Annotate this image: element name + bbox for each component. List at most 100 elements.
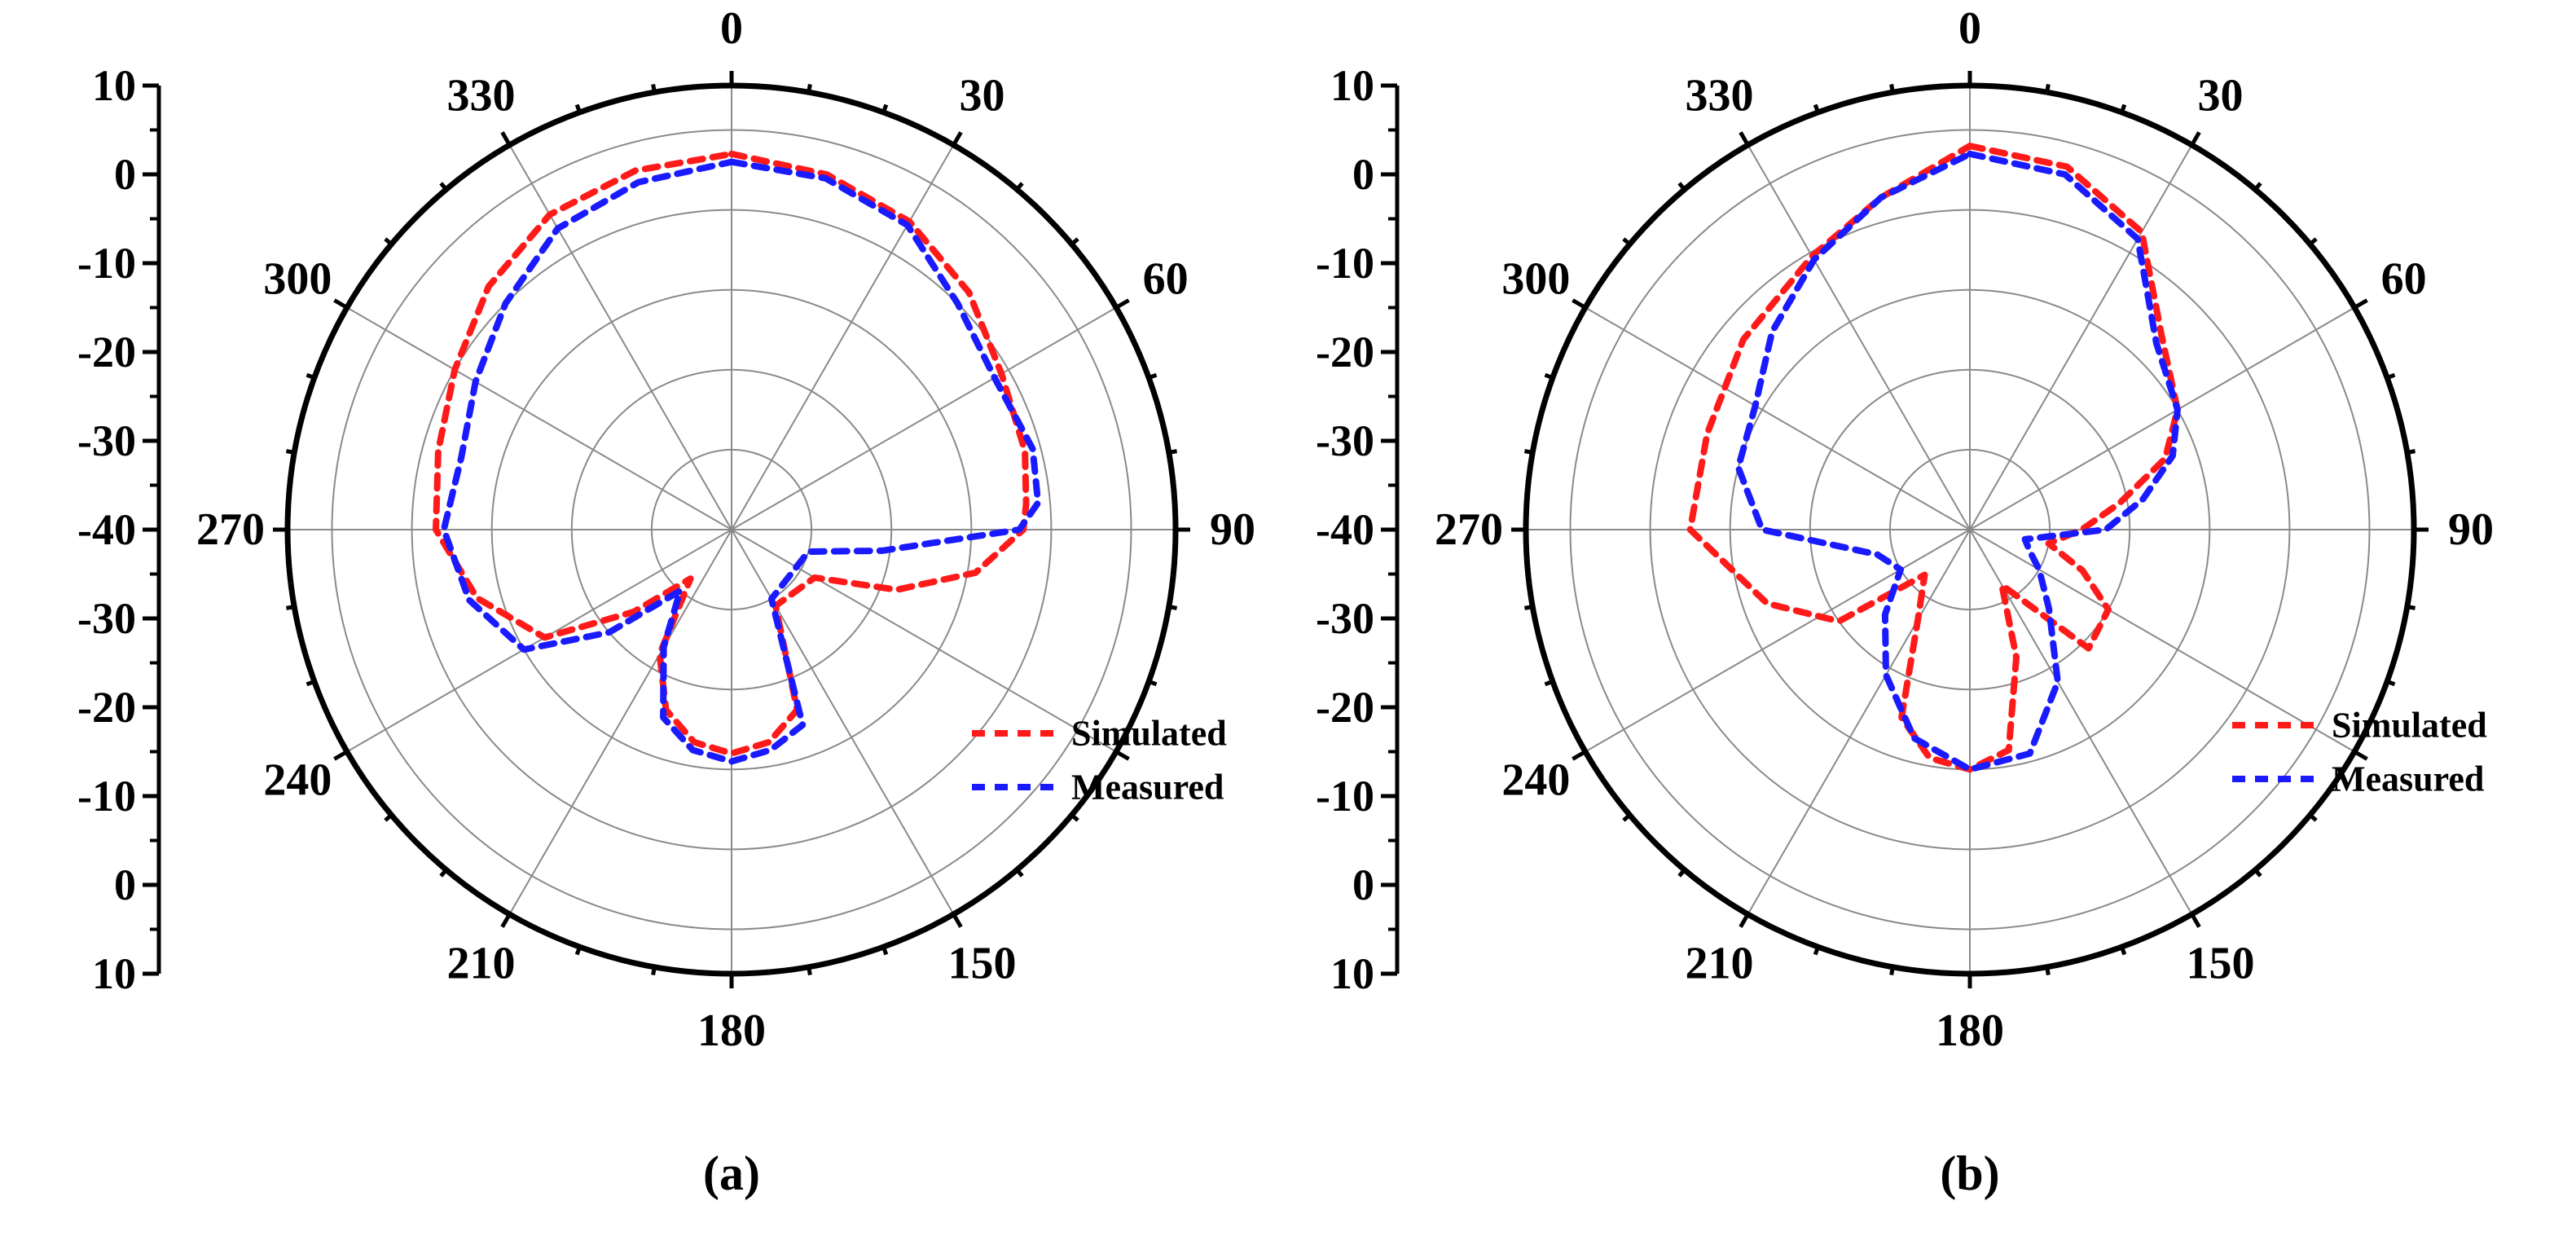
angle-tick [1622,813,1632,822]
angle-label-30: 30 [2198,70,2244,121]
radial-tick-label: -20 [77,683,136,732]
angle-tick [1070,237,1079,246]
radial-tick-label: 10 [1330,61,1374,110]
legend-label-measured: Measured [2332,759,2484,799]
series-line-measured [440,158,1042,765]
grid-spoke [731,144,955,530]
angle-label-210: 210 [1686,939,1754,989]
grid-spoke [346,306,732,530]
angle-tick [1889,83,1895,93]
radial-tick-label: -10 [1316,772,1374,821]
angle-tick [2386,680,2396,687]
angle-label-270: 270 [1435,504,1503,555]
angle-tick [306,372,315,380]
radial-tick-label: -30 [77,416,136,465]
series-line-measured [1734,150,2181,773]
angle-tick [574,946,582,956]
radial-tick-label: 0 [114,150,136,199]
grid-spoke [1747,529,1971,915]
angle-tick [2045,966,2051,976]
angle-tick [1168,605,1178,610]
angle-label-180: 180 [1936,1005,2004,1056]
angle-tick [1114,298,1130,310]
angle-tick [2386,372,2396,380]
grid-spoke [346,529,732,753]
radial-tick-label: -20 [1316,328,1374,376]
panel-caption: (a) [703,1146,760,1200]
angle-tick [285,605,295,610]
grid-spoke [1969,144,2193,530]
angle-label-150: 150 [948,939,1017,989]
angle-tick [2253,182,2262,191]
angle-label-150: 150 [2187,939,2255,989]
polar-panel-1: 0 30 60 90 150 180 210 240 270 300 330 10 0 -10 -20 -30… [1316,3,2494,1200]
grid-spoke [1585,529,1971,753]
grid-spoke [731,306,1117,530]
radial-tick-label: -30 [1316,594,1374,643]
angle-tick [2045,83,2051,93]
grid-spoke [1969,306,2355,530]
radial-tick-label: -40 [77,505,136,554]
radial-tick-label: -20 [77,328,136,376]
radial-tick-label: 0 [114,860,136,909]
angle-tick [1739,131,1750,147]
legend-label-simulated: Simulated [1071,714,1227,754]
angle-label-270: 270 [196,504,265,555]
series-line-simulated [1686,143,2181,773]
angle-tick [807,83,812,93]
radial-tick-label: 0 [1352,150,1374,199]
angle-tick [881,946,889,956]
angle-label-90: 90 [1210,504,1255,555]
angle-tick [881,103,889,113]
legend-label-simulated: Simulated [2332,706,2487,746]
angle-tick [2120,946,2127,956]
radial-tick-label: -10 [77,239,136,288]
angle-tick [1622,237,1632,246]
angle-label-0: 0 [1958,3,1981,54]
angle-tick [1015,868,1024,878]
angle-tick [1114,750,1130,761]
angle-tick [2190,913,2201,928]
angle-tick [439,182,448,191]
angle-tick [1889,966,1895,976]
angle-tick [651,83,657,93]
angle-tick [2190,131,2201,147]
angle-tick [1168,449,1178,455]
angle-tick [384,813,393,822]
angle-tick [1813,946,1820,956]
angle-label-300: 300 [263,254,332,305]
angle-label-30: 30 [960,70,1005,121]
angle-label-60: 60 [1143,254,1189,305]
angle-tick [574,103,582,113]
radial-tick-label: 10 [92,949,136,998]
radial-tick-label: 10 [1330,949,1374,998]
legend-label-measured: Measured [1071,768,1224,807]
radial-tick-label: -30 [77,594,136,643]
angle-label-240: 240 [1501,755,1570,806]
angle-tick [1015,182,1024,191]
angle-tick [2353,750,2368,761]
angle-tick [2308,237,2318,246]
angle-label-90: 90 [2448,504,2494,555]
angle-tick [651,966,657,976]
angle-tick [384,237,393,246]
grid-spoke [731,529,955,915]
grid-spoke [508,529,732,915]
radial-tick-label: -40 [1316,505,1374,554]
angle-tick [2308,813,2318,822]
angle-tick [285,449,295,455]
angle-tick [2353,298,2368,310]
grid-spoke [1585,306,1971,530]
angle-tick [306,680,315,687]
angle-tick [2407,449,2416,455]
angle-tick [500,913,512,928]
angle-label-330: 330 [447,70,516,121]
grid-spoke [1747,144,1971,530]
angle-label-300: 300 [1501,254,1570,305]
angle-tick [439,868,448,878]
radial-tick-label: 0 [1352,860,1374,909]
angle-tick [1523,449,1533,455]
angle-tick [1572,298,1587,310]
angle-tick [1572,750,1587,761]
